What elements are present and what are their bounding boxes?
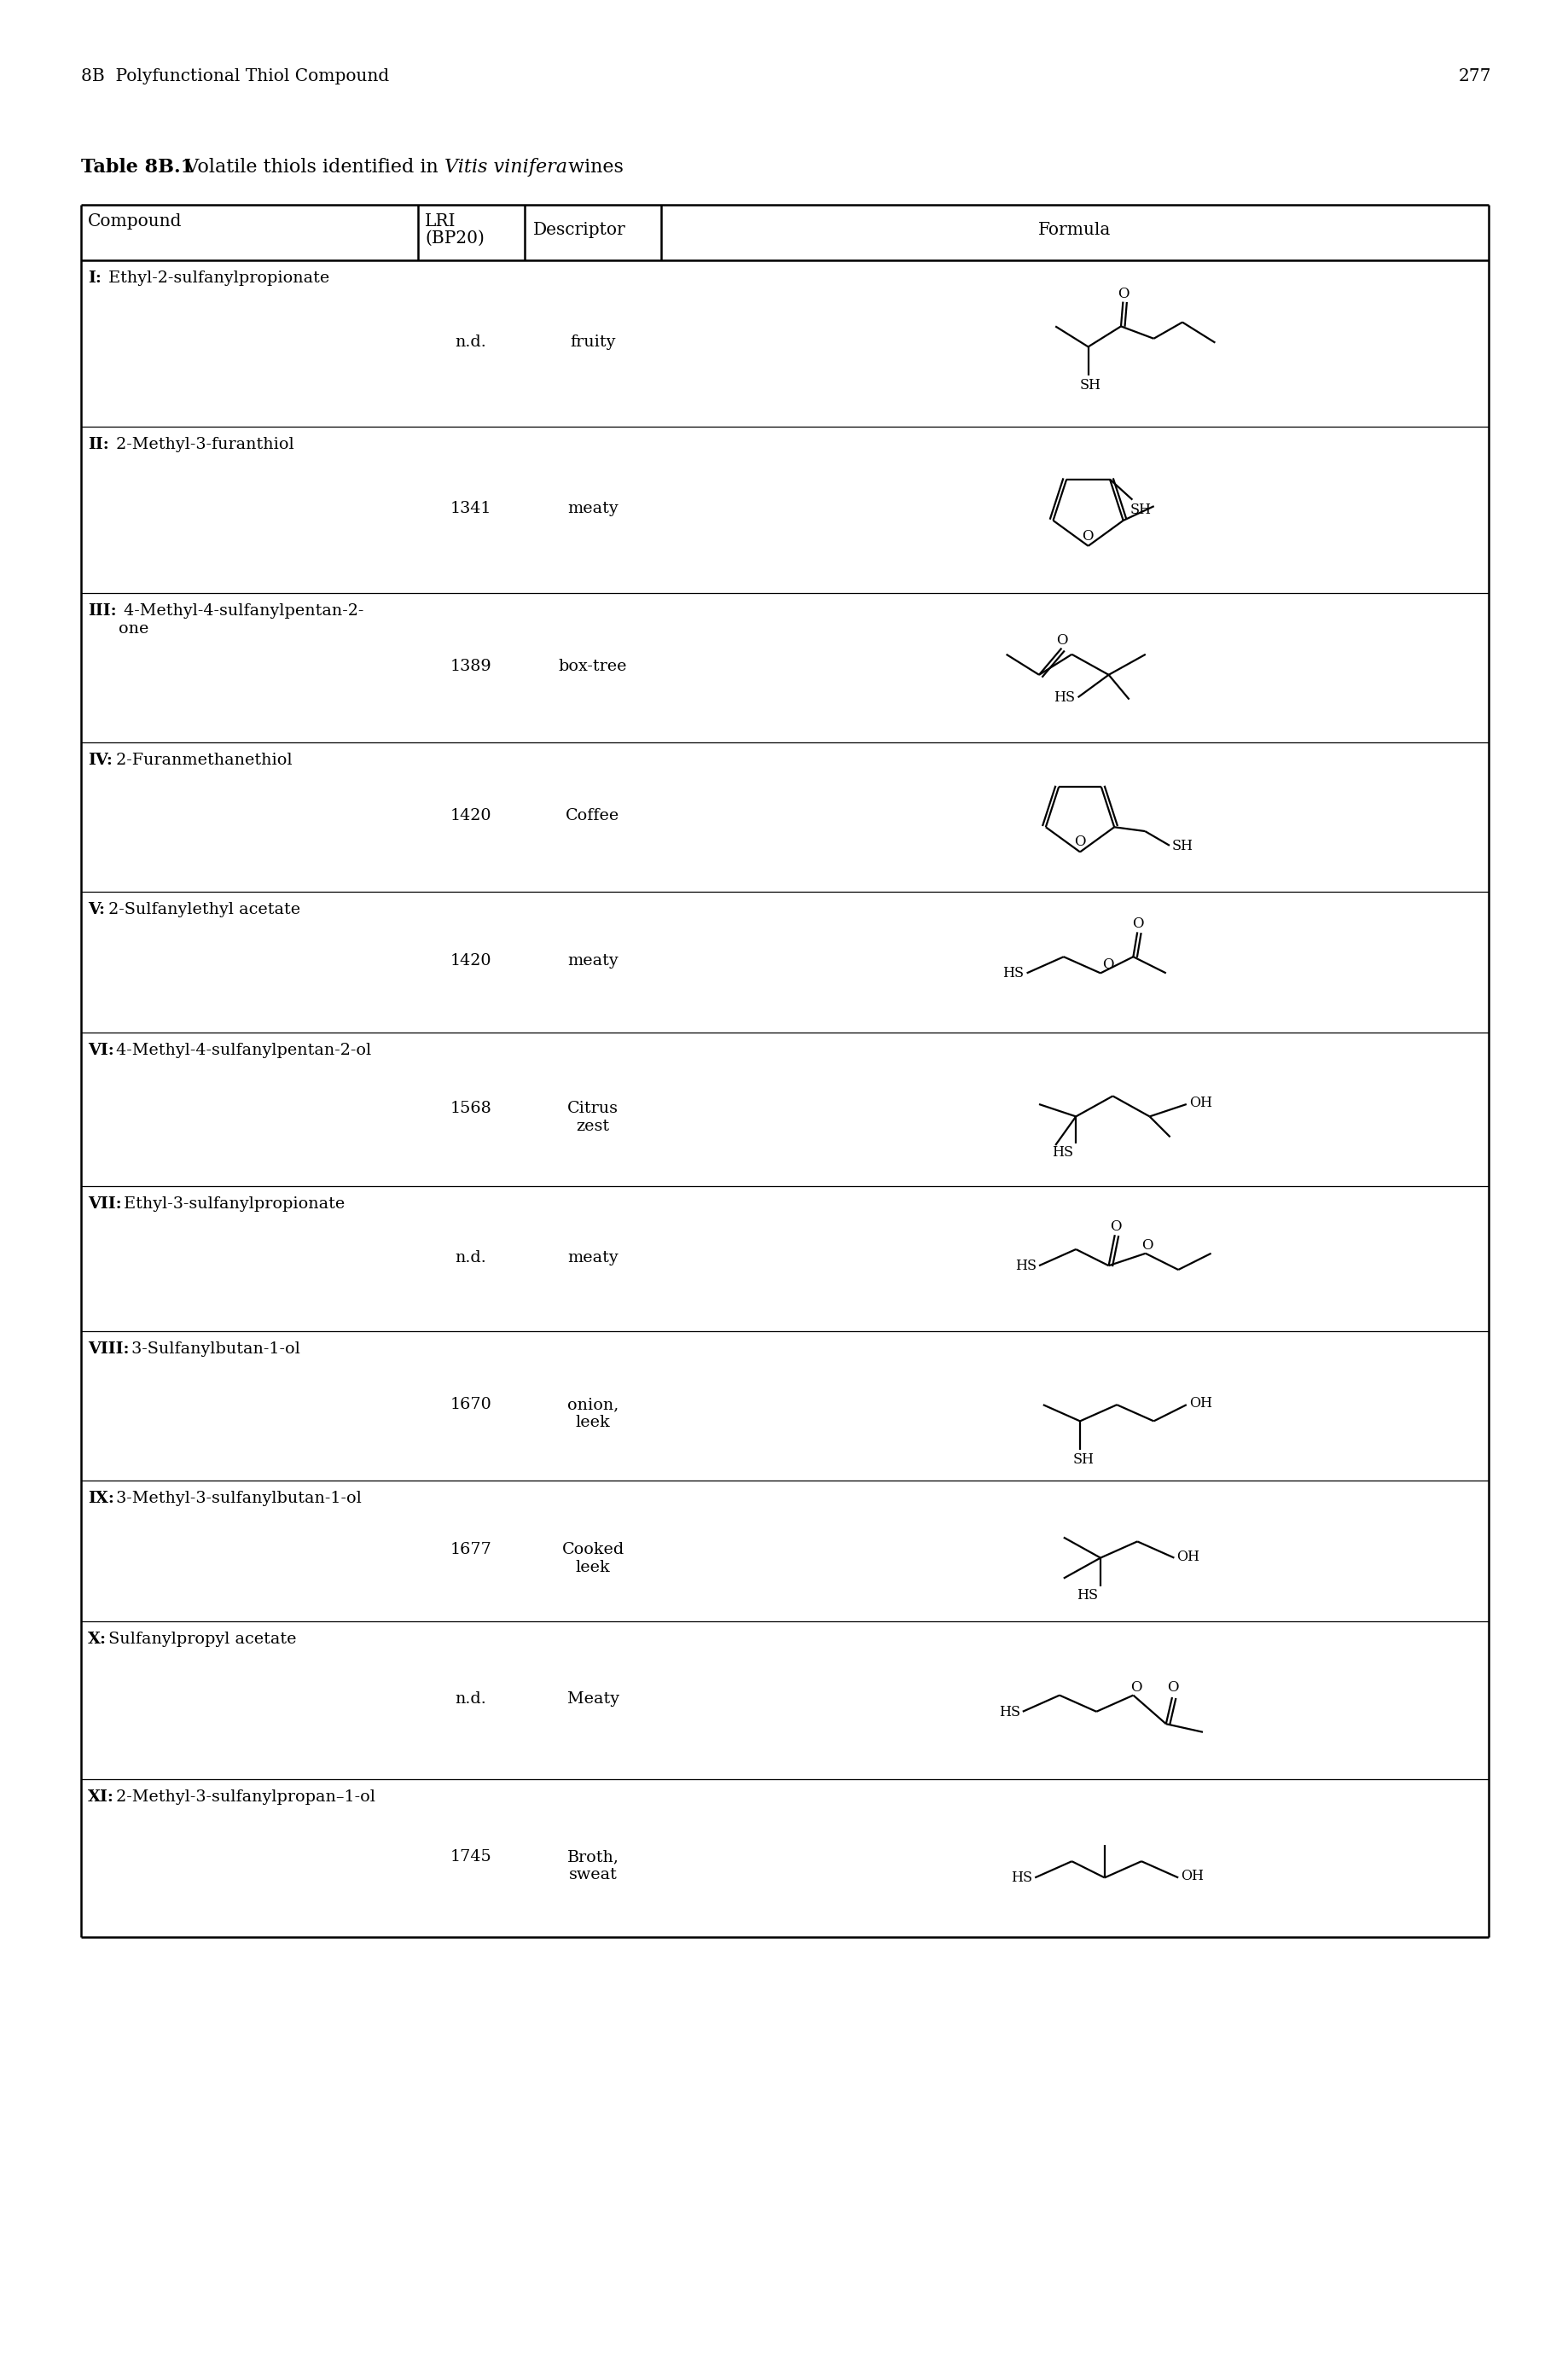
Text: LRI: LRI xyxy=(425,213,456,230)
Text: HS: HS xyxy=(1052,1144,1074,1160)
Text: HS: HS xyxy=(1011,1871,1032,1885)
Text: Ethyl-3-sulfanylpropionate: Ethyl-3-sulfanylpropionate xyxy=(119,1196,345,1212)
Text: Compound: Compound xyxy=(88,213,182,230)
Text: HS: HS xyxy=(1054,691,1076,706)
Text: 1568: 1568 xyxy=(450,1101,492,1115)
Text: HS: HS xyxy=(1077,1589,1098,1603)
Text: (BP20): (BP20) xyxy=(425,230,485,246)
Text: Sulfanylpropyl acetate: Sulfanylpropyl acetate xyxy=(103,1632,296,1646)
Text: O: O xyxy=(1057,632,1068,646)
Text: meaty: meaty xyxy=(568,954,618,969)
Text: HS: HS xyxy=(1014,1260,1036,1274)
Text: O: O xyxy=(1082,528,1094,542)
Text: 4-Methyl-4-sulfanylpentan-2-
one: 4-Methyl-4-sulfanylpentan-2- one xyxy=(119,604,364,637)
Text: Broth,
sweat: Broth, sweat xyxy=(568,1849,619,1883)
Text: 1670: 1670 xyxy=(450,1397,492,1411)
Text: n.d.: n.d. xyxy=(455,1691,486,1707)
Text: Vitis vinifera: Vitis vinifera xyxy=(444,159,568,178)
Text: HS: HS xyxy=(1004,966,1024,980)
Text: 2-Furanmethanethiol: 2-Furanmethanethiol xyxy=(111,753,292,767)
Text: Cooked
leek: Cooked leek xyxy=(561,1542,624,1575)
Text: O: O xyxy=(1167,1681,1179,1695)
Text: 2-Methyl-3-sulfanylpropan–1-ol: 2-Methyl-3-sulfanylpropan–1-ol xyxy=(111,1790,375,1804)
Text: n.d.: n.d. xyxy=(455,1250,486,1265)
Text: Citrus
zest: Citrus zest xyxy=(568,1101,618,1134)
Text: 1420: 1420 xyxy=(450,807,492,824)
Text: VIII:: VIII: xyxy=(88,1340,129,1357)
Text: n.d.: n.d. xyxy=(455,334,486,350)
Text: I:: I: xyxy=(88,270,102,287)
Text: O: O xyxy=(1118,287,1129,301)
Text: III:: III: xyxy=(88,604,116,618)
Text: Meaty: Meaty xyxy=(568,1691,619,1707)
Text: SH: SH xyxy=(1080,379,1101,393)
Text: II:: II: xyxy=(88,438,110,452)
Text: fruity: fruity xyxy=(571,334,616,350)
Text: onion,
leek: onion, leek xyxy=(568,1397,619,1430)
Text: Descriptor: Descriptor xyxy=(533,223,626,239)
Text: VI:: VI: xyxy=(88,1042,114,1058)
Text: meaty: meaty xyxy=(568,502,618,516)
Text: SH: SH xyxy=(1073,1452,1094,1466)
Text: O: O xyxy=(1142,1238,1152,1253)
Text: X:: X: xyxy=(88,1632,107,1646)
Text: 277: 277 xyxy=(1458,69,1491,85)
Text: 1389: 1389 xyxy=(450,658,492,675)
Text: V:: V: xyxy=(88,902,105,916)
Text: IX:: IX: xyxy=(88,1492,114,1506)
Text: 3-Methyl-3-sulfanylbutan-1-ol: 3-Methyl-3-sulfanylbutan-1-ol xyxy=(111,1492,362,1506)
Text: 2-Sulfanylethyl acetate: 2-Sulfanylethyl acetate xyxy=(103,902,301,916)
Text: OH: OH xyxy=(1189,1397,1212,1411)
Text: SH: SH xyxy=(1173,838,1193,852)
Text: Coffee: Coffee xyxy=(566,807,619,824)
Text: 1677: 1677 xyxy=(450,1542,492,1558)
Text: SH: SH xyxy=(1131,502,1151,516)
Text: meaty: meaty xyxy=(568,1250,618,1265)
Text: 1420: 1420 xyxy=(450,954,492,969)
Text: wines: wines xyxy=(563,159,624,178)
Text: O: O xyxy=(1102,957,1113,973)
Text: Table 8B.1: Table 8B.1 xyxy=(82,159,194,178)
Text: O: O xyxy=(1074,836,1085,850)
Text: O: O xyxy=(1132,916,1143,931)
Text: 8B  Polyfunctional Thiol Compound: 8B Polyfunctional Thiol Compound xyxy=(82,69,389,85)
Text: 1745: 1745 xyxy=(450,1849,492,1864)
Text: OH: OH xyxy=(1189,1096,1212,1111)
Text: Volatile thiols identified in: Volatile thiols identified in xyxy=(172,159,444,178)
Text: O: O xyxy=(1110,1220,1121,1234)
Text: 3-Sulfanylbutan-1-ol: 3-Sulfanylbutan-1-ol xyxy=(127,1340,299,1357)
Text: HS: HS xyxy=(999,1705,1021,1719)
Text: OH: OH xyxy=(1181,1868,1204,1883)
Text: Ethyl-2-sulfanylpropionate: Ethyl-2-sulfanylpropionate xyxy=(103,270,329,287)
Text: box-tree: box-tree xyxy=(558,658,627,675)
Text: O: O xyxy=(1131,1679,1142,1695)
Text: Formula: Formula xyxy=(1038,223,1112,239)
Text: OH: OH xyxy=(1176,1549,1200,1563)
Text: 2-Methyl-3-furanthiol: 2-Methyl-3-furanthiol xyxy=(111,438,295,452)
Text: 4-Methyl-4-sulfanylpentan-2-ol: 4-Methyl-4-sulfanylpentan-2-ol xyxy=(111,1042,372,1058)
Text: VII:: VII: xyxy=(88,1196,122,1212)
Text: 1341: 1341 xyxy=(450,502,492,516)
Text: XI:: XI: xyxy=(88,1790,114,1804)
Text: IV:: IV: xyxy=(88,753,113,767)
